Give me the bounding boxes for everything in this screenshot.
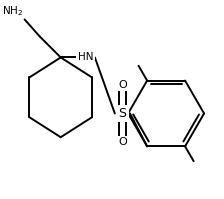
- Text: O: O: [118, 80, 127, 90]
- Text: HN: HN: [78, 53, 93, 62]
- Text: NH$_2$: NH$_2$: [2, 4, 23, 18]
- Text: O: O: [118, 137, 127, 147]
- Text: S: S: [118, 107, 126, 120]
